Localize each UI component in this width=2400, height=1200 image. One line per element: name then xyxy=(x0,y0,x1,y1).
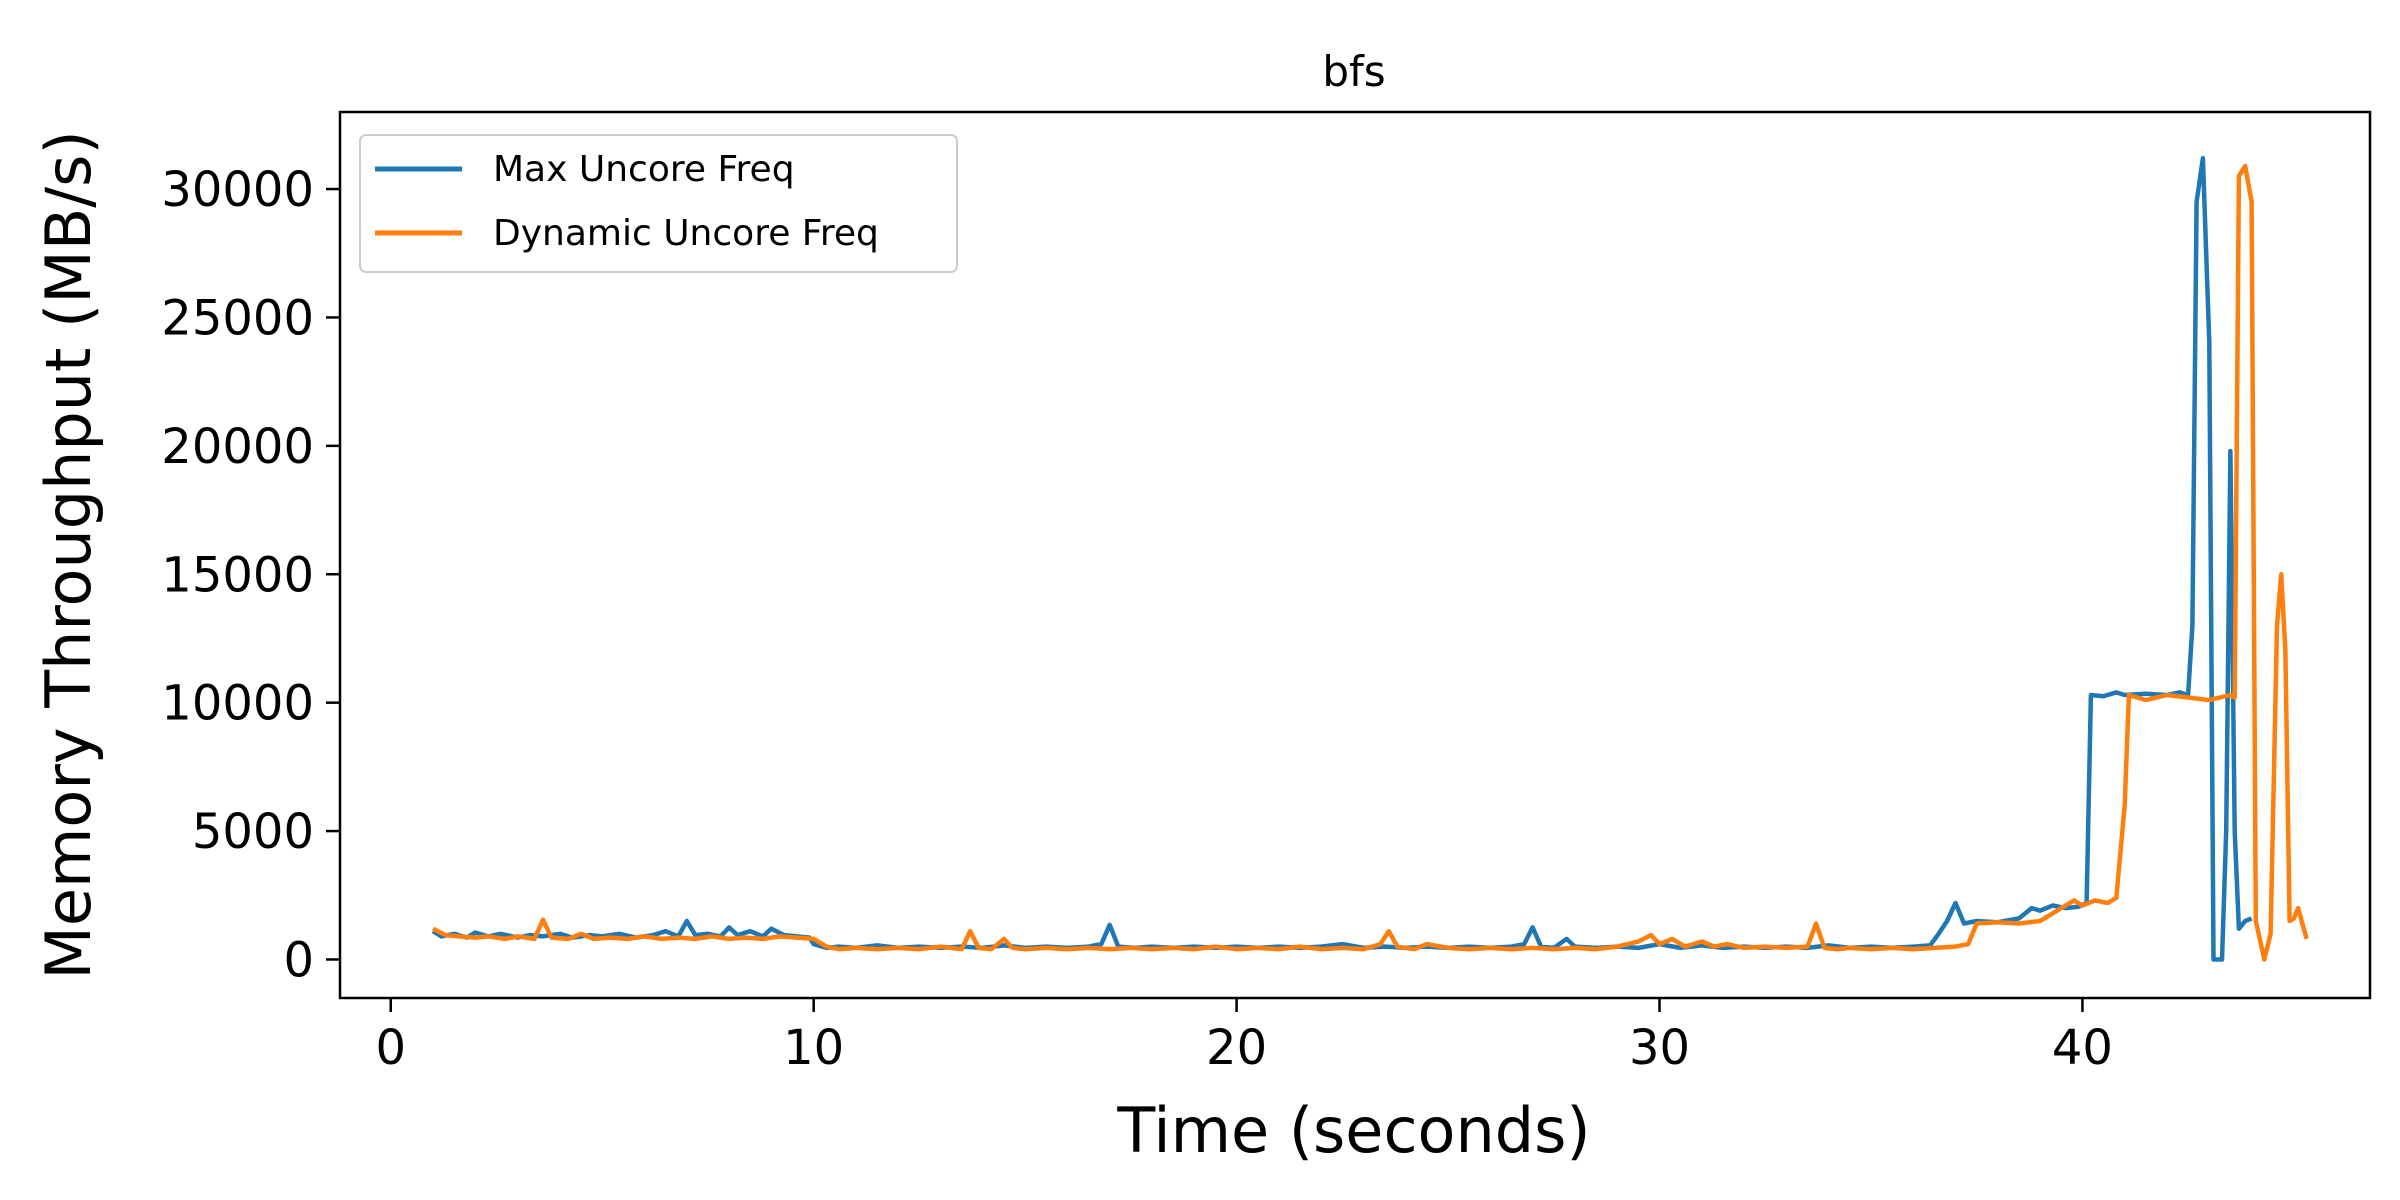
y-tick-label: 25000 xyxy=(161,290,314,346)
x-tick-label: 40 xyxy=(2052,1020,2113,1076)
legend-label-dynamic-uncore-freq: Dynamic Uncore Freq xyxy=(493,213,879,254)
legend-label-max-uncore-freq: Max Uncore Freq xyxy=(493,149,795,190)
series-line-max-uncore-freq xyxy=(431,155,2253,962)
legend: Max Uncore Freq Dynamic Uncore Freq xyxy=(359,134,958,273)
y-tick-label: 5000 xyxy=(192,804,314,860)
x-tick-label: 0 xyxy=(375,1020,406,1076)
chart-title: bfs xyxy=(1322,47,1385,96)
x-tick-label: 20 xyxy=(1206,1020,1267,1076)
y-tick-label: 20000 xyxy=(161,419,314,475)
y-axis-label: Memory Throughput (MB/s) xyxy=(32,130,105,979)
y-tick-label: 30000 xyxy=(161,162,314,218)
y-tick-label: 15000 xyxy=(161,547,314,603)
y-tick-label: 0 xyxy=(283,932,314,988)
x-axis: 0 10 20 30 40 xyxy=(375,998,2113,1076)
x-tick-label: 30 xyxy=(1629,1020,1690,1076)
plot-area xyxy=(338,110,2372,1000)
x-axis-label: Time (seconds) xyxy=(1116,1094,1590,1167)
y-axis: 0 5000 10000 15000 20000 25000 30000 xyxy=(161,162,340,988)
legend-frame xyxy=(359,134,958,273)
series-line-dynamic-uncore-freq xyxy=(431,163,2309,962)
series-layer xyxy=(431,155,2309,962)
plot-frame xyxy=(338,110,2372,1000)
x-tick-label: 10 xyxy=(783,1020,844,1076)
y-tick-label: 10000 xyxy=(161,676,314,732)
